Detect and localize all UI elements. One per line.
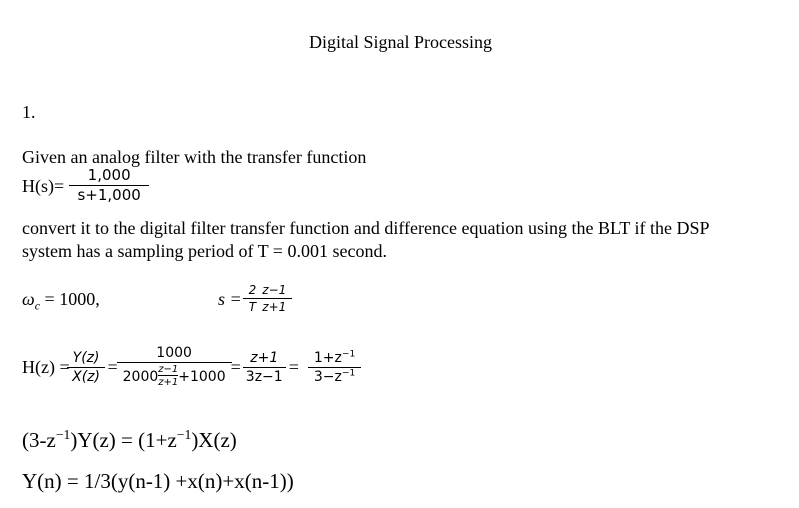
difference-equation-z: (3-z−1)Y(z) = (1+z−1)X(z) — [22, 427, 237, 452]
hs-denominator: s+1,000 — [77, 186, 141, 204]
question-number: 1. — [22, 102, 36, 122]
hs-fraction: 1,000 s+1,000 — [69, 168, 150, 204]
hs-numerator: 1,000 — [69, 168, 150, 186]
hs-label: H(s)= — [22, 175, 65, 196]
body-text-1: convert it to the digital filter transfe… — [22, 218, 710, 238]
difference-equation-n: Y(n) = 1/3(y(n-1) +x(n)+x(n-1)) — [22, 469, 294, 493]
wc-equation: ωc = 1000, — [22, 289, 100, 313]
hs-equation: H(s)= 1,000 s+1,000 — [22, 168, 150, 204]
page-title: Digital Signal Processing — [309, 32, 492, 52]
intro-text: Given an analog filter with the transfer… — [22, 147, 367, 167]
hz-equation: H(z) = Y(z) X(z) = 1000 2000 z−1 z+1 +1000 =… — [22, 346, 362, 388]
body-text-2: system has a sampling period of T = 0.00… — [22, 241, 387, 261]
